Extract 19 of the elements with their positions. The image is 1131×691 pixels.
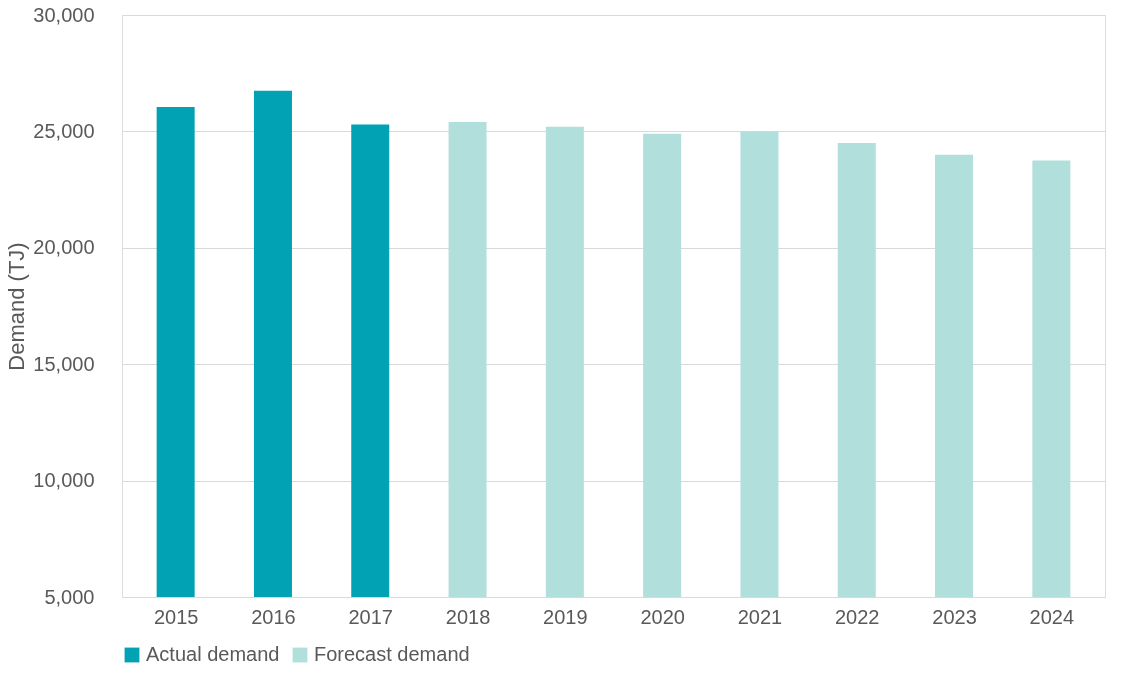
y-tick-label: 20,000 <box>33 236 95 259</box>
y-tick-label: 5,000 <box>44 585 95 608</box>
x-tick-label: 2015 <box>153 605 199 628</box>
x-tick-label: 2016 <box>251 605 296 628</box>
x-tick-label: 2019 <box>543 605 588 628</box>
x-tick-label: 2023 <box>932 605 977 628</box>
legend-label: Actual demand <box>146 643 280 665</box>
y-axis-title: Demand (TJ) <box>4 242 30 371</box>
x-tick-label: 2024 <box>1029 605 1075 628</box>
x-tick-label: 2022 <box>835 605 880 628</box>
x-tick-label: 2018 <box>445 605 491 628</box>
x-tick-label: 2017 <box>348 605 393 628</box>
x-tick-label: 2021 <box>737 605 783 628</box>
y-tick-label: 10,000 <box>33 469 95 492</box>
x-tick-label: 2020 <box>640 605 685 628</box>
y-tick-label: 15,000 <box>33 352 95 375</box>
legend-label: Forecast demand <box>314 643 470 665</box>
y-tick-label: 30,000 <box>33 3 95 26</box>
y-tick-label: 25,000 <box>33 119 95 142</box>
